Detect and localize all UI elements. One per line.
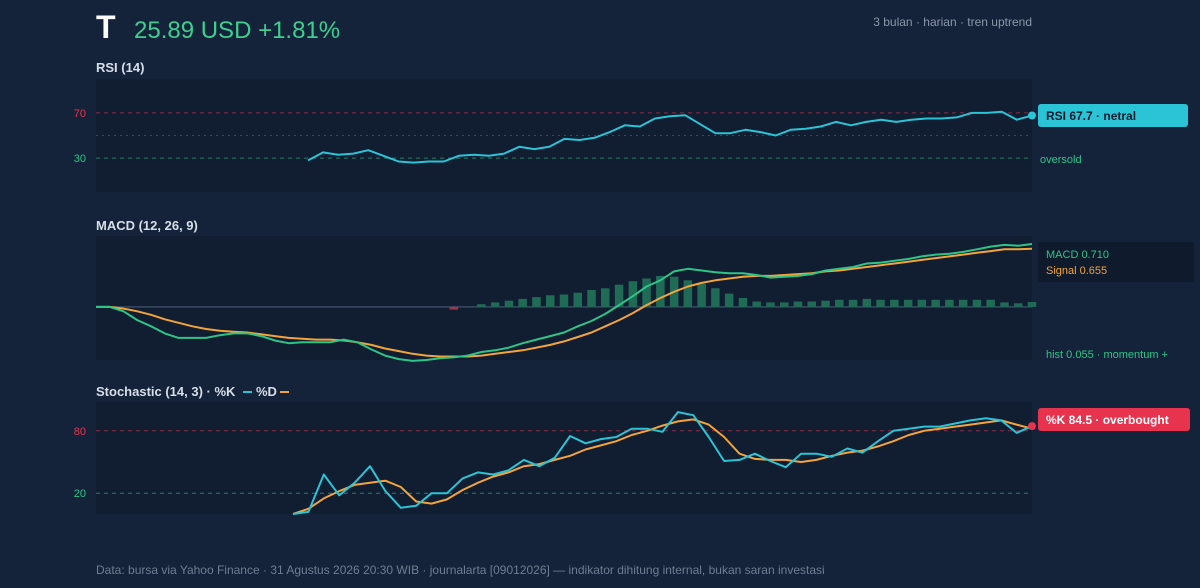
macd-hist-bar: [821, 300, 830, 307]
macd-hist-bar: [876, 299, 885, 307]
macd-hist-bar: [780, 302, 789, 307]
macd-hist-bar: [931, 299, 940, 307]
stoch-title: Stochastic (14, 3) · %K: [96, 384, 236, 399]
macd-hist-bar: [518, 298, 527, 307]
macd-hist-bar: [628, 281, 638, 307]
stoch-d-line: [292, 418, 1033, 515]
macd-hist-bar: [972, 299, 982, 307]
macd-hist-bar: [1027, 302, 1037, 307]
macd-hist-bar: [738, 298, 748, 307]
macd-hist-bar: [1000, 302, 1009, 307]
macd-hist-bar: [1014, 303, 1023, 307]
macd-hist-bar: [656, 275, 665, 307]
rsi-title: RSI (14): [96, 60, 144, 75]
macd-hist-bar: [504, 300, 514, 307]
macd-plot: [96, 243, 1037, 362]
macd-hist-bar: [477, 304, 486, 307]
macd-line: [96, 243, 1033, 362]
footer-source: Data: bursa via Yahoo Finance · 31 Agust…: [96, 563, 825, 577]
macd-hist-bar: [862, 298, 872, 307]
macd-hist-bar: [848, 299, 858, 307]
macd-hist-bar: [724, 293, 734, 307]
macd-legend: MACD 0.710 Signal 0.655: [1038, 242, 1194, 282]
macd-hist-bar: [752, 301, 761, 307]
macd-hist-bar: [697, 283, 706, 307]
stoch-badge-text: %K 84.5 · overbought: [1046, 413, 1169, 427]
rsi-plot: 70 30: [74, 108, 1036, 165]
stoch-plot: 80 20: [74, 411, 1036, 515]
macd-hist-bar: [793, 301, 803, 307]
stoch-last-point: [1028, 422, 1036, 431]
macd-hist-bar: [573, 292, 582, 307]
price-change: 25.89 USD +1.81%: [134, 17, 340, 44]
ticker-symbol: T: [96, 9, 116, 45]
macd-legend-macd: MACD 0.710: [1046, 249, 1109, 261]
macd-hist-bar: [614, 284, 624, 307]
macd-hist-bar: [449, 306, 459, 310]
chart-meta: 3 bulan · harian · tren uptrend: [873, 15, 1032, 29]
macd-hist-bar: [601, 288, 610, 307]
macd-hist-bar: [642, 278, 651, 307]
macd-hist-bar: [683, 280, 693, 307]
macd-hist-bar: [835, 299, 844, 307]
macd-hist-bar: [559, 294, 569, 307]
rsi-tick-label: 30: [74, 153, 86, 165]
stoch-d-title: %D: [256, 384, 277, 399]
stoch-k-line: [292, 411, 1033, 515]
rsi-badge-text: RSI 67.7 · netral: [1046, 109, 1136, 123]
macd-hist-bar: [945, 299, 954, 307]
macd-hist-bar: [766, 302, 775, 307]
rsi-line: [307, 110, 1033, 164]
macd-hist-bar: [546, 295, 555, 307]
stoch-tick-label: 80: [74, 426, 86, 438]
macd-legend-signal: Signal 0.655: [1046, 265, 1107, 277]
signal-line: [96, 247, 1033, 358]
macd-hist-bar: [490, 302, 500, 307]
stoch-tick-label: 20: [74, 488, 86, 500]
macd-hist-label: hist 0.055 · momentum +: [1046, 349, 1168, 361]
macd-hist-bar: [807, 301, 816, 307]
macd-hist-bar: [890, 299, 899, 307]
macd-hist-bar: [711, 288, 720, 307]
rsi-oversold-label: oversold: [1040, 154, 1082, 166]
macd-hist-bar: [903, 299, 913, 307]
macd-hist-bar: [532, 297, 541, 307]
macd-hist-bar: [587, 290, 596, 307]
rsi-tick-label: 70: [74, 108, 86, 120]
macd-hist-bar: [917, 299, 927, 307]
rsi-badge: RSI 67.7 · netral: [1038, 104, 1188, 127]
rsi-last-point: [1028, 111, 1036, 120]
macd-hist-bar: [958, 299, 968, 307]
stoch-badge: %K 84.5 · overbought: [1038, 408, 1190, 431]
macd-hist-bar: [986, 299, 995, 307]
macd-title: MACD (12, 26, 9): [96, 218, 198, 233]
